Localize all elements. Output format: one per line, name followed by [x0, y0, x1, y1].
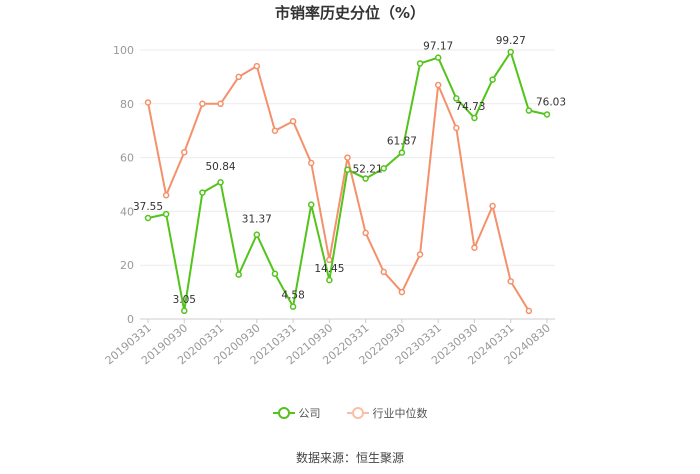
- y-tick-label: 80: [120, 98, 134, 111]
- point-company[interactable]: [144, 214, 152, 222]
- point-company[interactable]: [235, 271, 242, 278]
- point-industry-median[interactable]: [507, 278, 514, 285]
- point-company[interactable]: [162, 210, 170, 218]
- point-industry-median[interactable]: [271, 127, 279, 134]
- point-industry-median[interactable]: [344, 154, 351, 161]
- point-industry-median[interactable]: [380, 268, 388, 276]
- point-industry-median[interactable]: [307, 159, 315, 167]
- legend-item-company[interactable]: 公司: [272, 405, 321, 421]
- y-tick-label: 0: [127, 313, 134, 326]
- legend-line-icon: [272, 407, 295, 419]
- point-company[interactable]: [525, 107, 533, 114]
- data-label: 37.55: [133, 201, 163, 213]
- point-industry-median[interactable]: [362, 229, 369, 237]
- point-industry-median[interactable]: [162, 192, 170, 199]
- point-industry-median[interactable]: [217, 100, 224, 108]
- point-company[interactable]: [362, 175, 369, 182]
- y-tick-label: 40: [120, 205, 134, 218]
- point-industry-median[interactable]: [489, 202, 496, 210]
- series-lines: [144, 48, 551, 315]
- point-company[interactable]: [199, 189, 206, 196]
- point-industry-median[interactable]: [434, 81, 442, 89]
- point-industry-median[interactable]: [471, 244, 478, 251]
- point-company[interactable]: [434, 54, 442, 61]
- point-industry-median[interactable]: [235, 73, 242, 81]
- point-company[interactable]: [307, 201, 315, 208]
- point-industry-median[interactable]: [199, 100, 206, 108]
- point-industry-median[interactable]: [398, 288, 406, 296]
- point-company[interactable]: [217, 178, 224, 186]
- point-industry-median[interactable]: [144, 99, 152, 106]
- data-labels: 37.55 3.05 50.84 31.37 4.58 14.45 52.21 61.87 97…: [133, 35, 566, 306]
- data-label: 61.87: [387, 136, 417, 148]
- series-line-industry-median: [147, 65, 530, 312]
- point-industry-median[interactable]: [253, 62, 261, 70]
- gridlines: [140, 49, 555, 320]
- point-industry-median[interactable]: [289, 118, 297, 125]
- data-label: 97.17: [423, 41, 453, 53]
- point-company[interactable]: [398, 149, 406, 156]
- point-industry-median[interactable]: [453, 124, 460, 132]
- point-industry-median[interactable]: [326, 256, 333, 264]
- point-company[interactable]: [181, 307, 188, 315]
- source-note: 数据来源：恒生聚源: [295, 451, 404, 465]
- legend-label: 公司: [298, 407, 321, 420]
- data-label: 99.27: [496, 35, 526, 47]
- data-label: 52.21: [353, 164, 383, 176]
- legend-line-icon: [346, 407, 369, 419]
- point-company[interactable]: [344, 166, 351, 173]
- point-company[interactable]: [507, 48, 514, 56]
- data-label: 4.58: [281, 290, 304, 302]
- chart-title: 市销率历史分位（%）: [274, 4, 426, 22]
- data-label: 14.45: [314, 263, 344, 275]
- point-company[interactable]: [289, 303, 297, 310]
- point-company[interactable]: [489, 76, 496, 83]
- point-company[interactable]: [543, 111, 551, 118]
- point-company[interactable]: [380, 165, 388, 172]
- point-company[interactable]: [471, 114, 478, 122]
- point-industry-median[interactable]: [181, 148, 188, 156]
- legend: 公司 行业中位数: [0, 405, 700, 421]
- y-tick-label: 20: [120, 259, 134, 272]
- legend-item-industry-median[interactable]: 行业中位数: [346, 405, 428, 421]
- point-industry-median[interactable]: [416, 251, 424, 258]
- series-line-company: [147, 50, 548, 312]
- data-label: 76.03: [536, 96, 566, 108]
- data-label: 3.05: [173, 294, 196, 306]
- data-label: 31.37: [242, 214, 272, 226]
- point-company[interactable]: [453, 95, 460, 102]
- legend-label: 行业中位数: [372, 407, 428, 420]
- point-company[interactable]: [326, 276, 333, 284]
- y-tick-label: 100: [113, 44, 134, 57]
- point-company[interactable]: [416, 60, 424, 67]
- data-label: 50.84: [206, 161, 236, 173]
- point-industry-median[interactable]: [525, 307, 533, 315]
- data-label: 74.73: [455, 101, 485, 113]
- point-company[interactable]: [253, 231, 261, 238]
- point-company[interactable]: [271, 270, 279, 278]
- y-tick-label: 60: [120, 152, 134, 165]
